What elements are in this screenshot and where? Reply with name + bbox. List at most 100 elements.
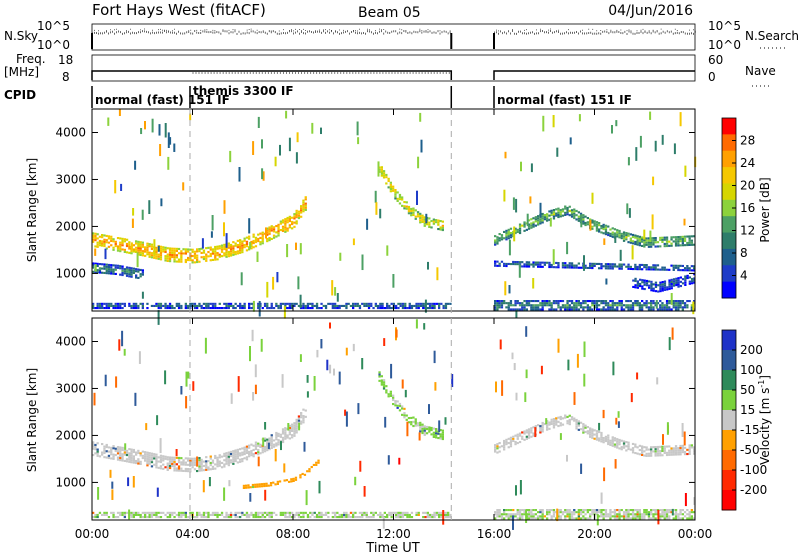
echo-cell	[602, 439, 605, 442]
echo-cell	[641, 281, 644, 284]
echo-cell	[294, 478, 298, 481]
echo-cell	[598, 304, 601, 307]
echo-cell	[494, 308, 497, 311]
echo-cell	[604, 267, 608, 270]
echo-cell	[209, 513, 212, 516]
echo-cell	[627, 509, 630, 512]
echo-cell	[286, 516, 289, 519]
echo-cell	[137, 249, 140, 252]
echo-cell	[573, 266, 576, 269]
echo-cell	[674, 238, 678, 241]
echo-cell	[98, 239, 102, 242]
echo-cell	[566, 304, 569, 307]
echo-cell	[184, 516, 187, 519]
echo-cell	[309, 302, 312, 305]
echo-cell	[331, 511, 334, 514]
echo-cell	[401, 204, 404, 207]
echo-cell	[500, 260, 504, 263]
echo-cell	[410, 304, 414, 307]
echo-cell	[418, 432, 421, 441]
echo-cell	[654, 245, 657, 248]
echo-cell	[250, 243, 253, 246]
echo-cell	[609, 517, 612, 520]
echo-cell	[227, 464, 230, 467]
echo-cell	[636, 284, 639, 287]
echo-cell	[352, 307, 355, 310]
echo-cell	[666, 422, 669, 435]
echo-cell	[139, 243, 142, 246]
echo-cell	[98, 263, 102, 266]
echo-cell	[435, 434, 438, 437]
echo-cell	[128, 275, 131, 278]
echo-cell	[388, 513, 391, 516]
echo-cell	[564, 264, 567, 267]
echo-cell	[277, 234, 280, 237]
echo-cell	[218, 454, 221, 457]
echo-cell	[374, 511, 377, 514]
echo-cell	[227, 255, 230, 258]
echo-cell	[442, 307, 445, 310]
echo-cell	[193, 468, 197, 471]
echo-cell	[575, 517, 578, 520]
echo-cell	[171, 247, 174, 250]
echo-cell	[311, 302, 314, 305]
echo-cell	[593, 429, 596, 432]
echo-cell	[139, 460, 142, 463]
echo-cell	[584, 224, 587, 227]
echo-cell	[200, 458, 203, 461]
echo-cell	[243, 450, 246, 453]
echo-cell	[189, 468, 192, 471]
echo-cell	[406, 421, 409, 437]
echo-cell	[105, 263, 108, 266]
echo-cell	[184, 307, 187, 310]
echo-cell	[552, 266, 556, 269]
echo-cell	[227, 244, 230, 247]
echo-cell	[284, 516, 287, 519]
echo-cell	[627, 448, 630, 451]
echo-cell	[503, 300, 506, 303]
echo-cell	[631, 245, 634, 260]
echo-cell	[103, 449, 106, 452]
echo-cell	[297, 214, 301, 217]
echo-cell	[518, 261, 522, 264]
echo-cell	[403, 412, 406, 415]
echo-cell	[616, 265, 619, 268]
echo-cell	[410, 207, 413, 210]
freq-trace	[91, 70, 695, 80]
echo-cell	[555, 302, 558, 305]
echo-cell	[141, 457, 144, 460]
echo-cell	[498, 509, 501, 512]
echo-cell	[302, 210, 305, 213]
echo-cell	[523, 432, 526, 435]
echo-cell	[279, 229, 282, 232]
echo-cell	[218, 513, 221, 516]
echo-cell	[270, 225, 273, 228]
echo-cell	[261, 231, 264, 234]
echo-cell	[636, 302, 639, 305]
echo-cell	[512, 515, 514, 530]
echo-cell	[263, 450, 267, 453]
echo-cell	[677, 302, 680, 305]
echo-cell	[589, 513, 592, 516]
echo-cell	[218, 255, 221, 258]
echo-cell	[180, 467, 183, 470]
echo-cell	[439, 429, 442, 432]
echo-cell	[139, 273, 142, 276]
echo-cell	[250, 247, 253, 250]
echo-cell	[266, 513, 269, 516]
echo-cell	[284, 304, 287, 307]
echo-cell	[96, 452, 99, 455]
echo-cell	[326, 359, 329, 371]
echo-cell	[292, 477, 295, 480]
echo-cell	[216, 513, 219, 516]
echo-cell	[665, 445, 669, 448]
echo-cell	[105, 241, 108, 244]
echo-cell	[652, 289, 655, 292]
echo-cell	[573, 417, 576, 420]
echo-cell	[258, 485, 261, 488]
echo-cell	[146, 246, 149, 249]
echo-cell	[523, 308, 526, 311]
echo-cell	[401, 196, 404, 199]
echo-cell	[527, 261, 531, 264]
echo-cell	[656, 241, 660, 244]
